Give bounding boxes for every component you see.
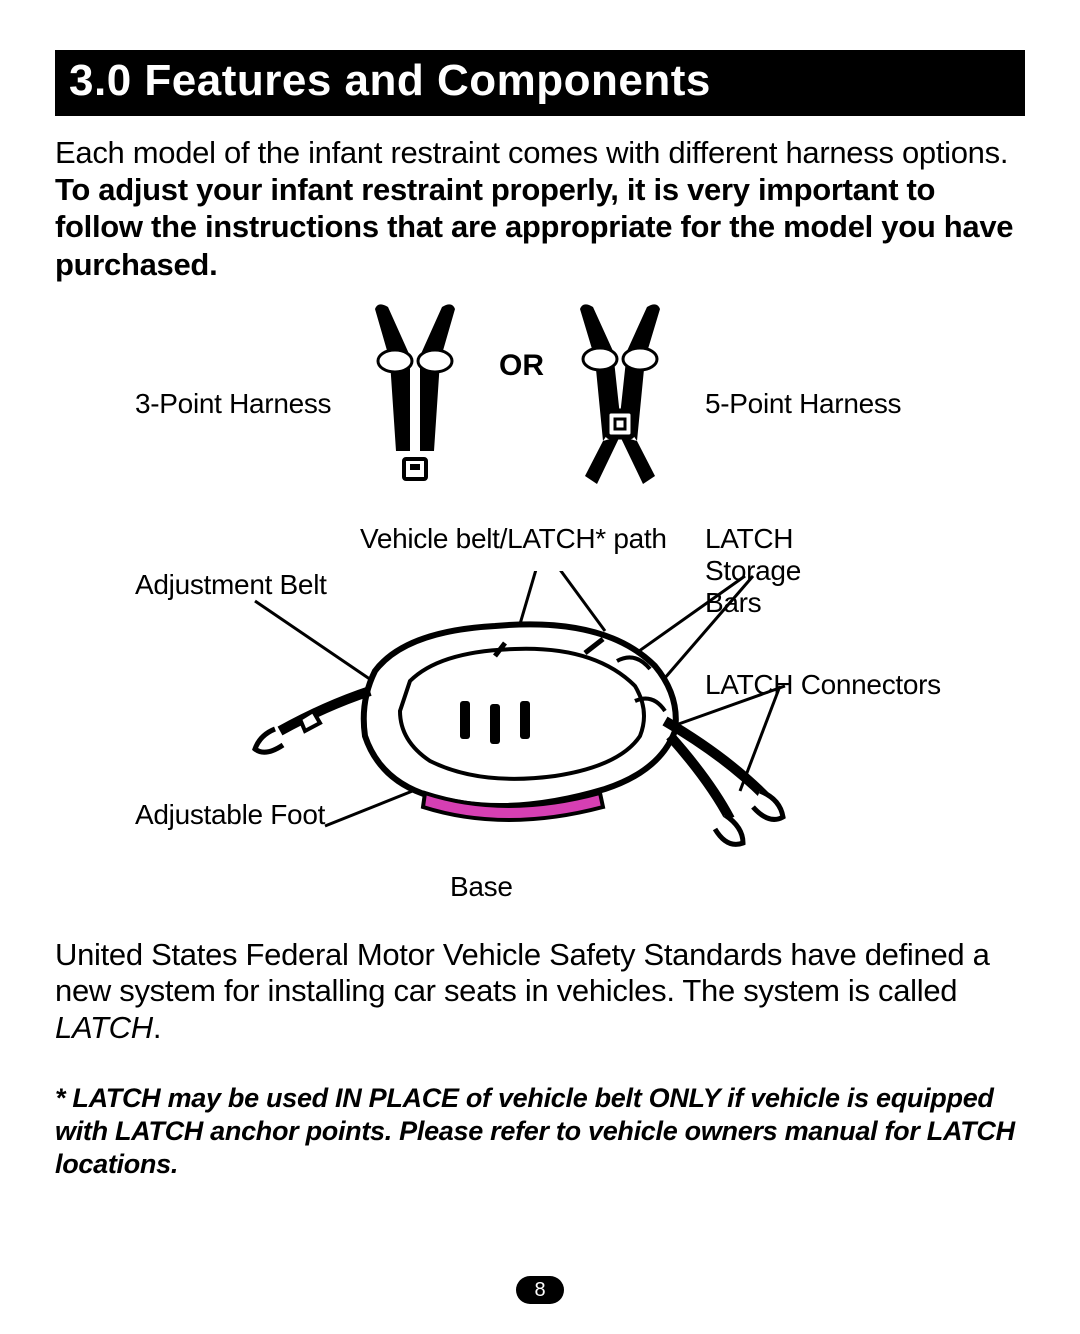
label-belt-path: Vehicle belt/LATCH* path (360, 523, 667, 555)
label-adj-foot: Adjustable Foot (135, 799, 325, 831)
label-or: OR (499, 349, 544, 383)
label-5pt: 5-Point Harness (705, 388, 901, 420)
label-adj-belt: Adjustment Belt (135, 569, 327, 601)
body-italic: LATCH (55, 1010, 153, 1045)
intro-bold: To adjust your infant restraint properly… (55, 172, 1013, 281)
body-paragraph: United States Federal Motor Vehicle Safe… (55, 937, 1025, 1047)
body-end: . (153, 1010, 161, 1045)
label-storage-bars-line3: Bars (705, 587, 761, 618)
label-base: Base (450, 871, 513, 903)
page-number: 8 (516, 1276, 564, 1304)
footnote: * LATCH may be used IN PLACE of vehicle … (55, 1082, 1025, 1181)
three-point-harness-icon (340, 301, 490, 501)
body-plain: United States Federal Motor Vehicle Safe… (55, 937, 990, 1009)
label-storage-bars-line2: Storage (705, 555, 801, 586)
diagram-area: 3-Point Harness OR 5-Point Harness (55, 291, 1025, 931)
five-point-harness-icon (545, 301, 695, 501)
label-storage-bars-line1: LATCH (705, 523, 793, 554)
label-3pt: 3-Point Harness (135, 388, 331, 420)
label-connectors: LATCH Connectors (705, 669, 941, 701)
intro-plain: Each model of the infant restraint comes… (55, 135, 1008, 170)
label-storage-bars: LATCH Storage Bars (705, 523, 801, 620)
intro-paragraph: Each model of the infant restraint comes… (55, 134, 1025, 283)
section-heading: 3.0 Features and Components (55, 50, 1025, 116)
